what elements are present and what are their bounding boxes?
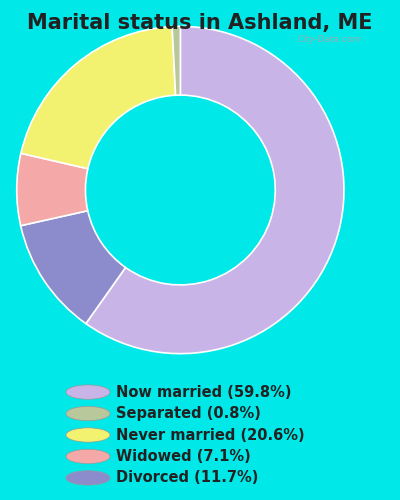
Circle shape <box>66 450 110 464</box>
Circle shape <box>66 428 110 442</box>
Circle shape <box>66 471 110 485</box>
Text: Marital status in Ashland, ME: Marital status in Ashland, ME <box>27 12 373 32</box>
Wedge shape <box>21 26 176 169</box>
Text: Widowed (7.1%): Widowed (7.1%) <box>116 449 251 464</box>
Text: Never married (20.6%): Never married (20.6%) <box>116 428 305 442</box>
Wedge shape <box>172 26 180 95</box>
Circle shape <box>66 385 110 399</box>
Text: City-Data.com: City-Data.com <box>298 35 362 44</box>
Text: Separated (0.8%): Separated (0.8%) <box>116 406 261 421</box>
Wedge shape <box>86 26 344 353</box>
Text: Now married (59.8%): Now married (59.8%) <box>116 384 292 400</box>
Circle shape <box>66 406 110 420</box>
Wedge shape <box>21 210 126 324</box>
Wedge shape <box>17 154 88 226</box>
Text: Divorced (11.7%): Divorced (11.7%) <box>116 470 258 486</box>
